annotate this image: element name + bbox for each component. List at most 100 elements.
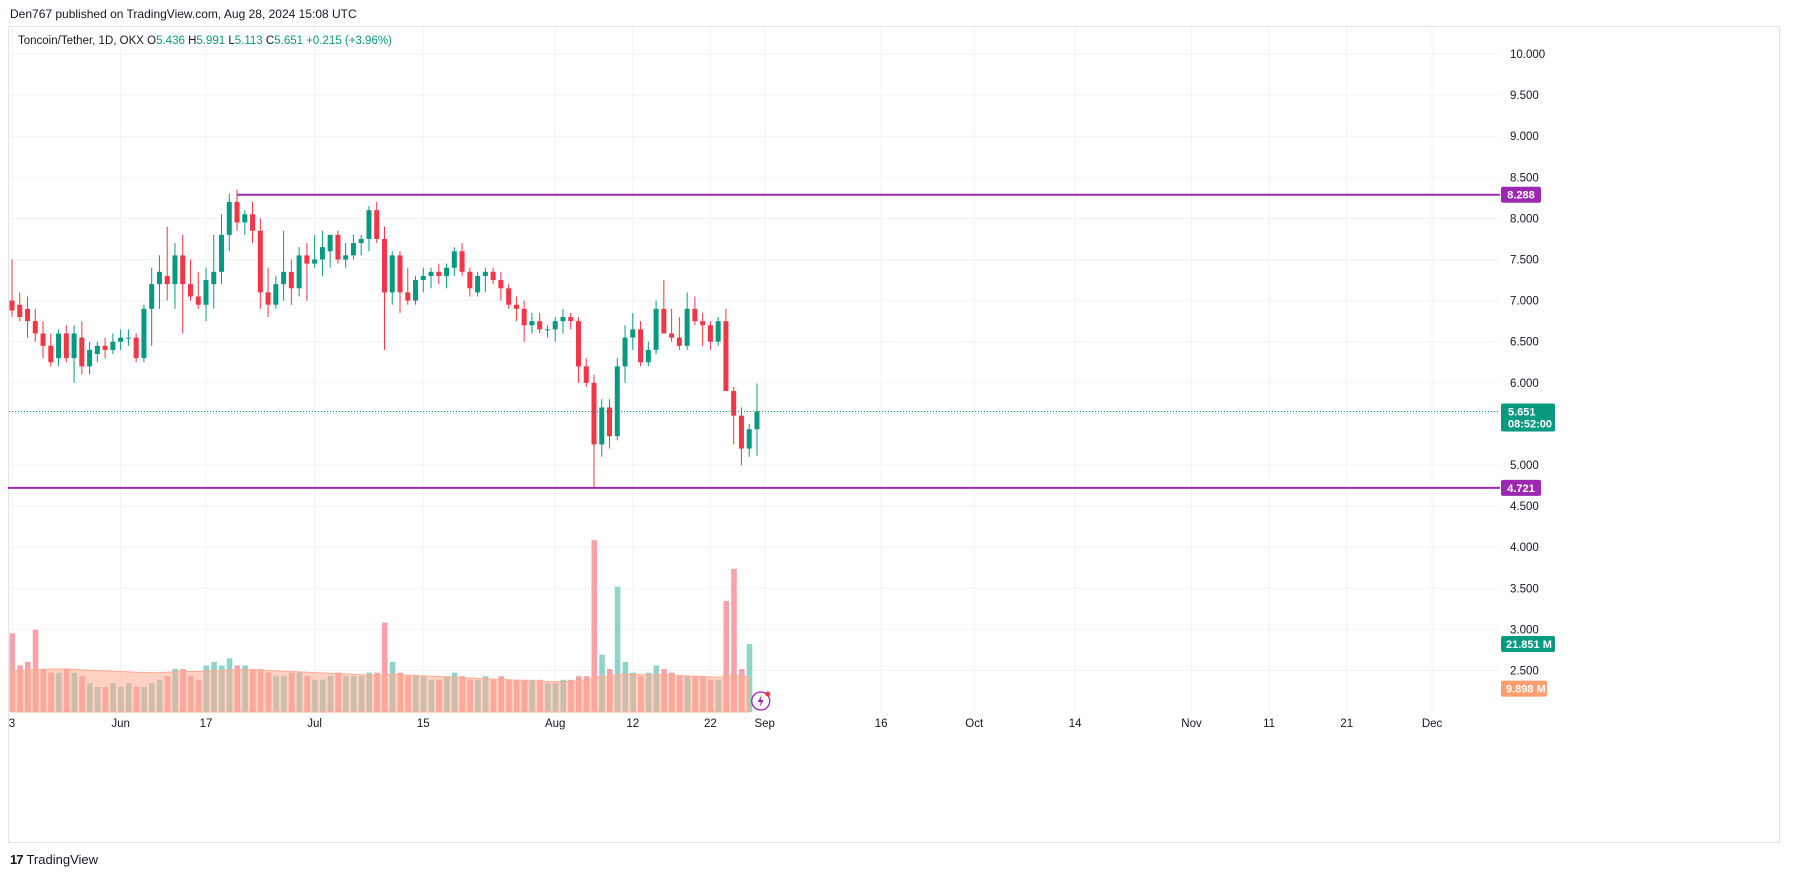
candle-body[interactable] [482, 271, 488, 276]
candle-body[interactable] [226, 201, 232, 235]
candle-body[interactable] [607, 407, 613, 437]
candle-body[interactable] [622, 337, 628, 367]
candle-body[interactable] [265, 292, 271, 305]
candle-body[interactable] [661, 308, 667, 334]
candle-body[interactable] [71, 333, 77, 359]
candle-body[interactable] [544, 329, 550, 331]
candle-body[interactable] [211, 271, 217, 285]
candle-body[interactable] [164, 275, 170, 285]
candle-body[interactable] [118, 337, 124, 342]
candle-body[interactable] [684, 308, 690, 346]
candle-body[interactable] [48, 345, 54, 363]
candle-body[interactable] [203, 280, 209, 305]
candle-body[interactable] [63, 333, 69, 359]
candle-body[interactable] [250, 214, 256, 231]
candle-body[interactable] [288, 271, 294, 289]
candle-body[interactable] [327, 234, 333, 252]
candle-body[interactable] [420, 275, 426, 281]
candle-body[interactable] [102, 345, 108, 350]
candle-body[interactable] [638, 329, 644, 363]
candle-body[interactable] [599, 407, 605, 445]
candle-body[interactable] [645, 349, 651, 363]
candle-body[interactable] [335, 234, 341, 260]
candle-body[interactable] [630, 329, 636, 338]
candle-body[interactable] [312, 259, 318, 264]
tradingview-footer[interactable]: 17 TradingView [10, 852, 98, 867]
candle-body[interactable] [614, 366, 620, 437]
candle-body[interactable] [195, 296, 201, 305]
candle-body[interactable] [94, 345, 100, 355]
candle-body[interactable] [754, 411, 760, 430]
candle-body[interactable] [560, 317, 566, 322]
candle-body[interactable] [180, 255, 186, 285]
candle-body[interactable] [56, 333, 62, 359]
candle-body[interactable] [389, 255, 395, 293]
candle-body[interactable] [304, 255, 310, 264]
candle-body[interactable] [405, 292, 411, 301]
candle-body[interactable] [281, 271, 287, 285]
candle-body[interactable] [25, 308, 31, 322]
candle-body[interactable] [187, 284, 193, 297]
candle-body[interactable] [490, 271, 496, 281]
candle-body[interactable] [521, 308, 527, 326]
candle-body[interactable] [436, 271, 442, 276]
candle-body[interactable] [9, 300, 15, 311]
candle-body[interactable] [467, 271, 473, 289]
candle-body[interactable] [513, 304, 519, 309]
candle-body[interactable] [374, 210, 380, 239]
candle-body[interactable] [552, 321, 558, 330]
candle-body[interactable] [350, 243, 356, 256]
candle-body[interactable] [591, 382, 597, 445]
candle-body[interactable] [653, 308, 659, 350]
candle-body[interactable] [397, 255, 403, 293]
candle-body[interactable] [707, 325, 713, 342]
candle-body[interactable] [110, 341, 116, 350]
candle-body[interactable] [738, 415, 744, 449]
candle-body[interactable] [273, 284, 279, 305]
candle-body[interactable] [242, 214, 248, 223]
candle-body[interactable] [141, 308, 147, 359]
candle-body[interactable] [125, 337, 131, 339]
candle-body[interactable] [17, 304, 23, 318]
candle-body[interactable] [156, 271, 162, 285]
candle-body[interactable] [715, 321, 721, 342]
candle-body[interactable] [537, 321, 543, 330]
candle-body[interactable] [459, 251, 465, 272]
candle-body[interactable] [40, 333, 46, 346]
candle-body[interactable] [568, 317, 574, 322]
candle-body[interactable] [296, 255, 302, 289]
candle-body[interactable] [413, 280, 419, 301]
candle-body[interactable] [506, 288, 512, 305]
candle-body[interactable] [676, 337, 682, 346]
candle-body[interactable] [219, 234, 225, 272]
candle-body[interactable] [692, 308, 698, 322]
candle-body[interactable] [257, 230, 263, 293]
candle-body[interactable] [529, 321, 535, 326]
candle-body[interactable] [669, 333, 675, 338]
symbol-name[interactable]: Toncoin/Tether, 1D, OKX [18, 35, 144, 47]
candle-body[interactable] [583, 366, 589, 383]
candle-body[interactable] [343, 255, 349, 260]
candle-body[interactable] [428, 271, 434, 276]
candle-body[interactable] [366, 210, 372, 239]
candle-body[interactable] [79, 337, 85, 367]
candle-body[interactable] [319, 247, 325, 260]
candle-body[interactable] [746, 429, 752, 449]
candle-body[interactable] [723, 321, 729, 392]
candle-body[interactable] [32, 321, 38, 334]
candle-body[interactable] [444, 267, 450, 276]
candle-body[interactable] [575, 321, 581, 367]
candle-body[interactable] [475, 275, 481, 293]
candle-body[interactable] [451, 251, 457, 268]
candle-body[interactable] [172, 255, 178, 285]
candle-body[interactable] [234, 201, 240, 223]
candle-body[interactable] [358, 238, 364, 244]
candle-body[interactable] [700, 321, 706, 326]
candle-body[interactable] [498, 280, 504, 289]
candle-body[interactable] [381, 238, 387, 293]
candle-body[interactable] [149, 284, 155, 309]
candle-body[interactable] [133, 337, 139, 359]
candle-body[interactable] [87, 349, 93, 367]
candle-body[interactable] [731, 391, 737, 416]
